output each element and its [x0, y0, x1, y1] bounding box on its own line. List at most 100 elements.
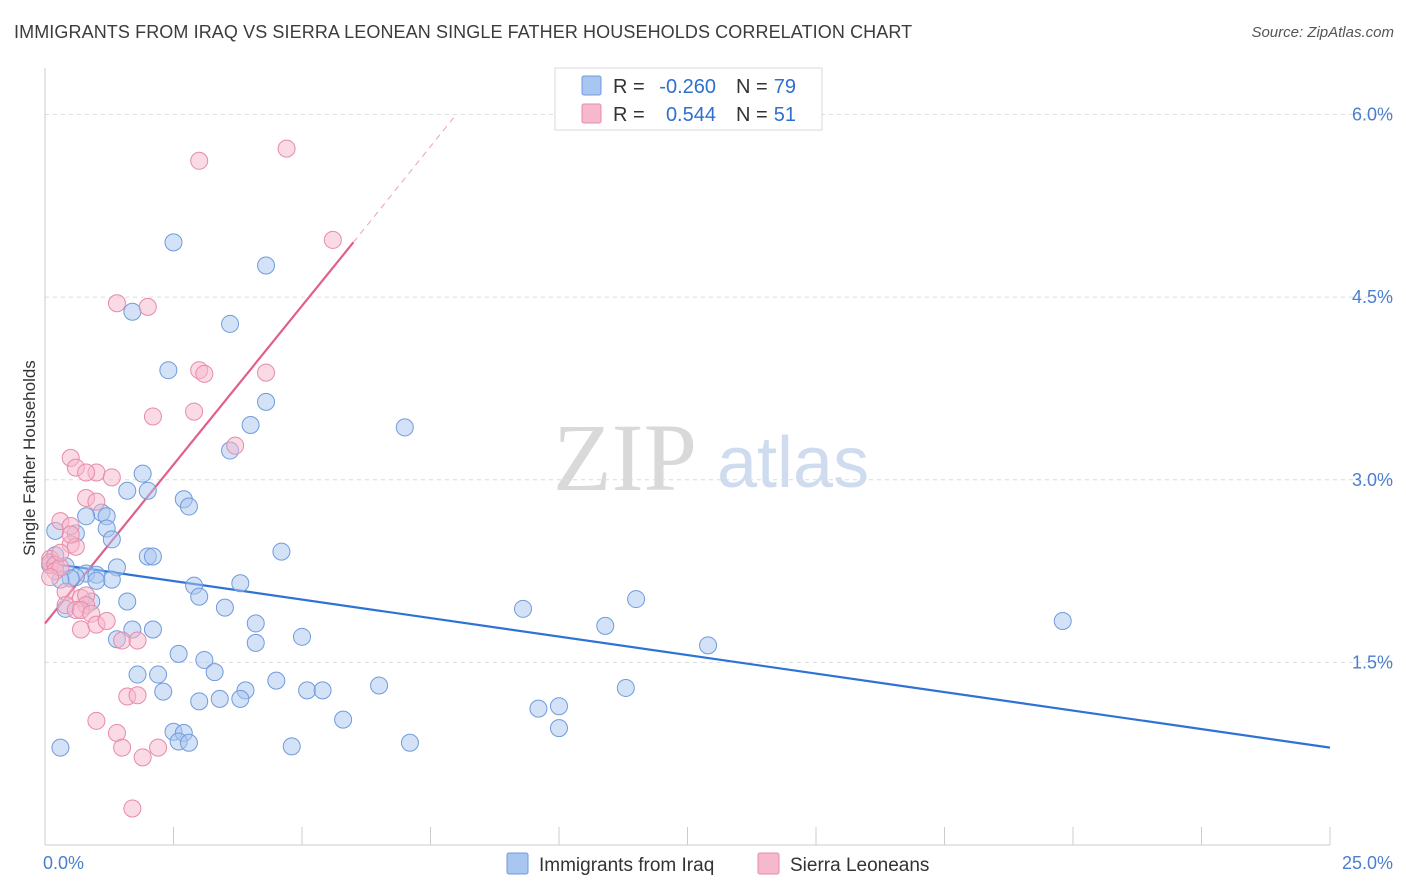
point-sierra-leonean — [128, 631, 147, 650]
point-iraq — [51, 738, 70, 757]
point-iraq — [154, 682, 173, 701]
point-sierra-leonean — [123, 799, 142, 818]
point-iraq — [102, 570, 121, 589]
point-iraq — [179, 497, 198, 516]
point-sierra-leonean — [190, 151, 209, 170]
point-iraq — [118, 592, 137, 611]
point-iraq — [210, 689, 229, 708]
y-tick-label: 1.5% — [1352, 652, 1393, 672]
point-iraq — [627, 590, 646, 609]
point-sierra-leonean — [107, 294, 126, 313]
trend-lines — [44, 114, 1331, 749]
point-iraq — [241, 415, 260, 434]
point-iraq — [118, 481, 137, 500]
point-sierra-leonean — [77, 463, 96, 482]
point-sierra-leonean — [133, 748, 152, 767]
point-iraq — [596, 616, 615, 635]
point-iraq — [221, 314, 240, 333]
y-tick-label: 4.5% — [1352, 287, 1393, 307]
point-sierra-leonean — [323, 230, 342, 249]
point-iraq — [1053, 611, 1072, 630]
point-iraq — [529, 699, 548, 718]
point-sierra-leonean — [113, 738, 132, 757]
point-iraq — [550, 697, 568, 716]
point-sierra-leonean — [71, 620, 90, 639]
point-sierra-leonean — [87, 492, 106, 511]
bottom-legend-label-iraq: Immigrants from Iraq — [539, 855, 714, 876]
y-tick-label: 6.0% — [1352, 105, 1393, 125]
point-sierra-leonean — [226, 436, 245, 455]
legend-n-label-iraq: N = — [736, 76, 768, 98]
point-iraq — [149, 665, 168, 684]
point-iraq — [215, 598, 234, 617]
watermark-zip: ZIP — [553, 404, 697, 511]
point-iraq — [143, 547, 162, 566]
point-iraq — [293, 627, 311, 646]
legend-n-value-iraq: 79 — [774, 76, 796, 98]
bottom-legend-swatch-iraq — [506, 852, 529, 875]
source-credit: Source: ZipAtlas.com — [1251, 24, 1394, 41]
correlation-legend: R = -0.260 N = 79 R = 0.544 N = 51 — [554, 67, 823, 131]
point-sierra-leonean — [185, 402, 204, 421]
point-iraq — [514, 599, 533, 618]
point-iraq — [159, 361, 178, 380]
y-tick-labels: 1.5% 3.0% 4.5% 6.0% — [1352, 105, 1393, 673]
trend-line-sierra-leonean — [44, 241, 355, 625]
point-iraq — [370, 676, 389, 695]
point-iraq — [246, 633, 265, 652]
point-sierra-leonean — [51, 543, 70, 562]
point-iraq — [190, 587, 209, 606]
watermark-atlas: atlas — [717, 423, 869, 503]
point-iraq — [298, 681, 317, 700]
point-iraq — [231, 689, 250, 708]
point-iraq — [282, 737, 301, 756]
point-iraq — [205, 663, 224, 682]
watermark: ZIP atlas — [553, 404, 869, 511]
point-iraq — [102, 530, 121, 549]
series-legend: Immigrants from Iraq Sierra Leoneans — [506, 852, 929, 876]
x-tick-label-min: 0.0% — [43, 853, 84, 873]
gridlines — [45, 114, 1392, 663]
point-iraq — [699, 636, 718, 655]
legend-swatch-sierra-leonean — [581, 103, 602, 124]
trend-line-sierra-leonean-extension — [353, 114, 457, 243]
point-iraq — [123, 302, 142, 321]
point-iraq — [87, 571, 106, 590]
point-iraq — [164, 233, 183, 252]
point-iraq — [133, 464, 152, 483]
point-sierra-leonean — [195, 364, 214, 383]
point-sierra-leonean — [257, 363, 276, 382]
point-sierra-leonean — [277, 139, 296, 158]
point-iraq — [179, 733, 198, 752]
point-iraq — [395, 418, 414, 437]
point-iraq — [195, 650, 214, 669]
point-sierra-leonean — [97, 611, 116, 630]
trend-line-iraq — [44, 561, 1331, 749]
point-sierra-leonean — [138, 297, 157, 316]
point-iraq — [138, 481, 157, 500]
point-iraq — [267, 671, 286, 690]
point-sierra-leonean — [61, 525, 80, 544]
point-iraq — [231, 574, 250, 593]
legend-r-value-sierra-leonean: 0.544 — [666, 104, 716, 126]
point-iraq — [334, 710, 353, 729]
point-iraq — [313, 681, 332, 700]
point-iraq — [77, 507, 96, 526]
legend-swatch-iraq — [581, 75, 602, 96]
legend-r-value-iraq: -0.260 — [659, 76, 716, 98]
series-sierra-leonean-points — [41, 139, 342, 818]
point-sierra-leonean — [128, 686, 147, 705]
point-iraq — [246, 614, 265, 633]
point-iraq — [143, 620, 162, 639]
point-iraq — [128, 665, 147, 684]
y-axis-title: Single Father Households — [20, 360, 39, 556]
x-tick-label-max: 25.0% — [1342, 853, 1393, 873]
legend-n-value-sierra-leonean: 51 — [774, 104, 796, 126]
bottom-legend-label-sierra-leonean: Sierra Leoneans — [790, 855, 929, 876]
point-iraq — [257, 256, 276, 275]
axes — [44, 68, 1331, 846]
legend-r-label-iraq: R = — [613, 76, 645, 98]
point-sierra-leonean — [113, 631, 132, 650]
point-iraq — [400, 733, 419, 752]
bottom-legend-swatch-sierra-leonean — [757, 852, 780, 875]
